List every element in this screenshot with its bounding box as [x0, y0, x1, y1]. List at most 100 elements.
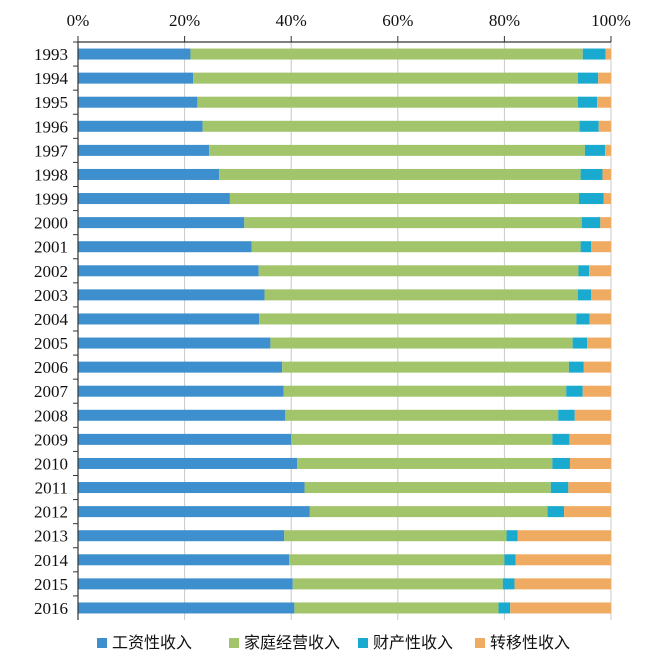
y-category-label: 2003: [34, 286, 68, 305]
bar-segment: [294, 602, 499, 614]
bar-segment: [510, 602, 611, 614]
legend-swatch: [229, 638, 239, 648]
legend-swatch: [97, 638, 107, 648]
bar-segment: [283, 385, 567, 397]
bar-segment: [78, 385, 284, 397]
y-category-label: 2005: [34, 334, 68, 353]
bar-segment: [552, 457, 570, 469]
bar-segment: [78, 578, 293, 590]
bar-segment: [284, 530, 507, 542]
bar-segment: [577, 96, 598, 108]
y-category-label: 2016: [34, 599, 68, 618]
bar-segment: [202, 120, 580, 132]
bar-segment: [190, 48, 583, 60]
legend-label: 家庭经营收入: [244, 633, 340, 652]
bar-segment: [78, 530, 285, 542]
y-category-label: 1993: [34, 45, 68, 64]
x-tick-label: 40%: [276, 11, 307, 30]
x-tick-label: 20%: [169, 11, 200, 30]
bar-segment: [566, 385, 583, 397]
y-category-label: 1999: [34, 190, 68, 209]
bar-segment: [78, 433, 292, 445]
bar-segment: [259, 313, 577, 325]
legend-label: 财产性收入: [373, 633, 453, 652]
bar-segment: [78, 217, 245, 229]
bar-segment: [514, 578, 611, 590]
bar-segment: [78, 144, 210, 156]
bar-segment: [602, 168, 611, 180]
bar-segment: [581, 217, 601, 229]
bar-segment: [285, 409, 559, 421]
bar-segment: [78, 482, 305, 494]
bar-segment: [297, 457, 553, 469]
bar-segment: [600, 217, 611, 229]
y-category-label: 1997: [34, 141, 69, 160]
bar-segment: [78, 96, 198, 108]
bar-segment: [78, 120, 203, 132]
bar-segment: [78, 168, 220, 180]
bar-segment: [251, 241, 581, 253]
bar-segment: [78, 554, 290, 566]
bar-segment: [582, 48, 606, 60]
bar-segment: [603, 193, 611, 205]
bar-segment: [574, 409, 611, 421]
bar-segment: [552, 433, 570, 445]
y-category-label: 2002: [34, 262, 68, 281]
y-category-label: 1996: [34, 117, 68, 136]
bar-segment: [78, 506, 310, 518]
bar-segment: [78, 289, 265, 301]
bar-segment: [270, 337, 573, 349]
bar-segment: [578, 265, 590, 277]
bar-segment: [580, 168, 603, 180]
bar-segment: [78, 313, 260, 325]
y-category-label: 2011: [35, 479, 68, 498]
bar-segment: [564, 506, 611, 518]
bar-segment: [291, 433, 553, 445]
bar-segment: [219, 168, 581, 180]
bar-segment: [591, 241, 611, 253]
legend-label: 转移性收入: [490, 633, 570, 652]
x-tick-label: 80%: [489, 11, 520, 30]
bar-segment: [309, 506, 548, 518]
legend-label: 工资性收入: [112, 633, 192, 652]
y-category-label: 1994: [34, 69, 69, 88]
bar-segment: [289, 554, 505, 566]
bar-segment: [569, 457, 611, 469]
bar-segment: [589, 313, 611, 325]
bar-segment: [264, 289, 578, 301]
bar-segment: [78, 361, 283, 373]
bar-segment: [498, 602, 511, 614]
bar-segment: [258, 265, 579, 277]
y-category-label: 2015: [34, 575, 68, 594]
bar-segment: [558, 409, 575, 421]
bars: [78, 48, 611, 614]
y-category-label: 2009: [34, 430, 68, 449]
bar-segment: [605, 48, 611, 60]
bar-segment: [78, 337, 271, 349]
bar-segment: [193, 72, 578, 84]
bar-segment: [547, 506, 565, 518]
bar-segment: [304, 482, 551, 494]
bar-segment: [78, 457, 298, 469]
axes: [77, 41, 611, 620]
y-category-label: 1995: [34, 93, 68, 112]
bar-segment: [598, 120, 611, 132]
bar-segment: [569, 433, 611, 445]
gridlines: [184, 42, 612, 620]
bar-segment: [282, 361, 569, 373]
y-category-label: 2000: [34, 214, 68, 233]
bar-segment: [582, 385, 611, 397]
y-category-label: 2012: [34, 503, 68, 522]
bar-segment: [550, 482, 569, 494]
bar-segment: [576, 313, 590, 325]
legend-swatch: [358, 638, 368, 648]
legend: 工资性收入 家庭经营收入 财产性收入 转移性收入: [97, 633, 570, 652]
bar-segment: [209, 144, 585, 156]
bar-segment: [605, 144, 611, 156]
bar-segment: [568, 482, 611, 494]
x-tick-label: 100%: [591, 11, 631, 30]
x-axis-ticks: 0% 20% 40% 60% 80% 100%: [67, 11, 631, 42]
bar-segment: [589, 265, 611, 277]
bar-segment: [572, 337, 588, 349]
